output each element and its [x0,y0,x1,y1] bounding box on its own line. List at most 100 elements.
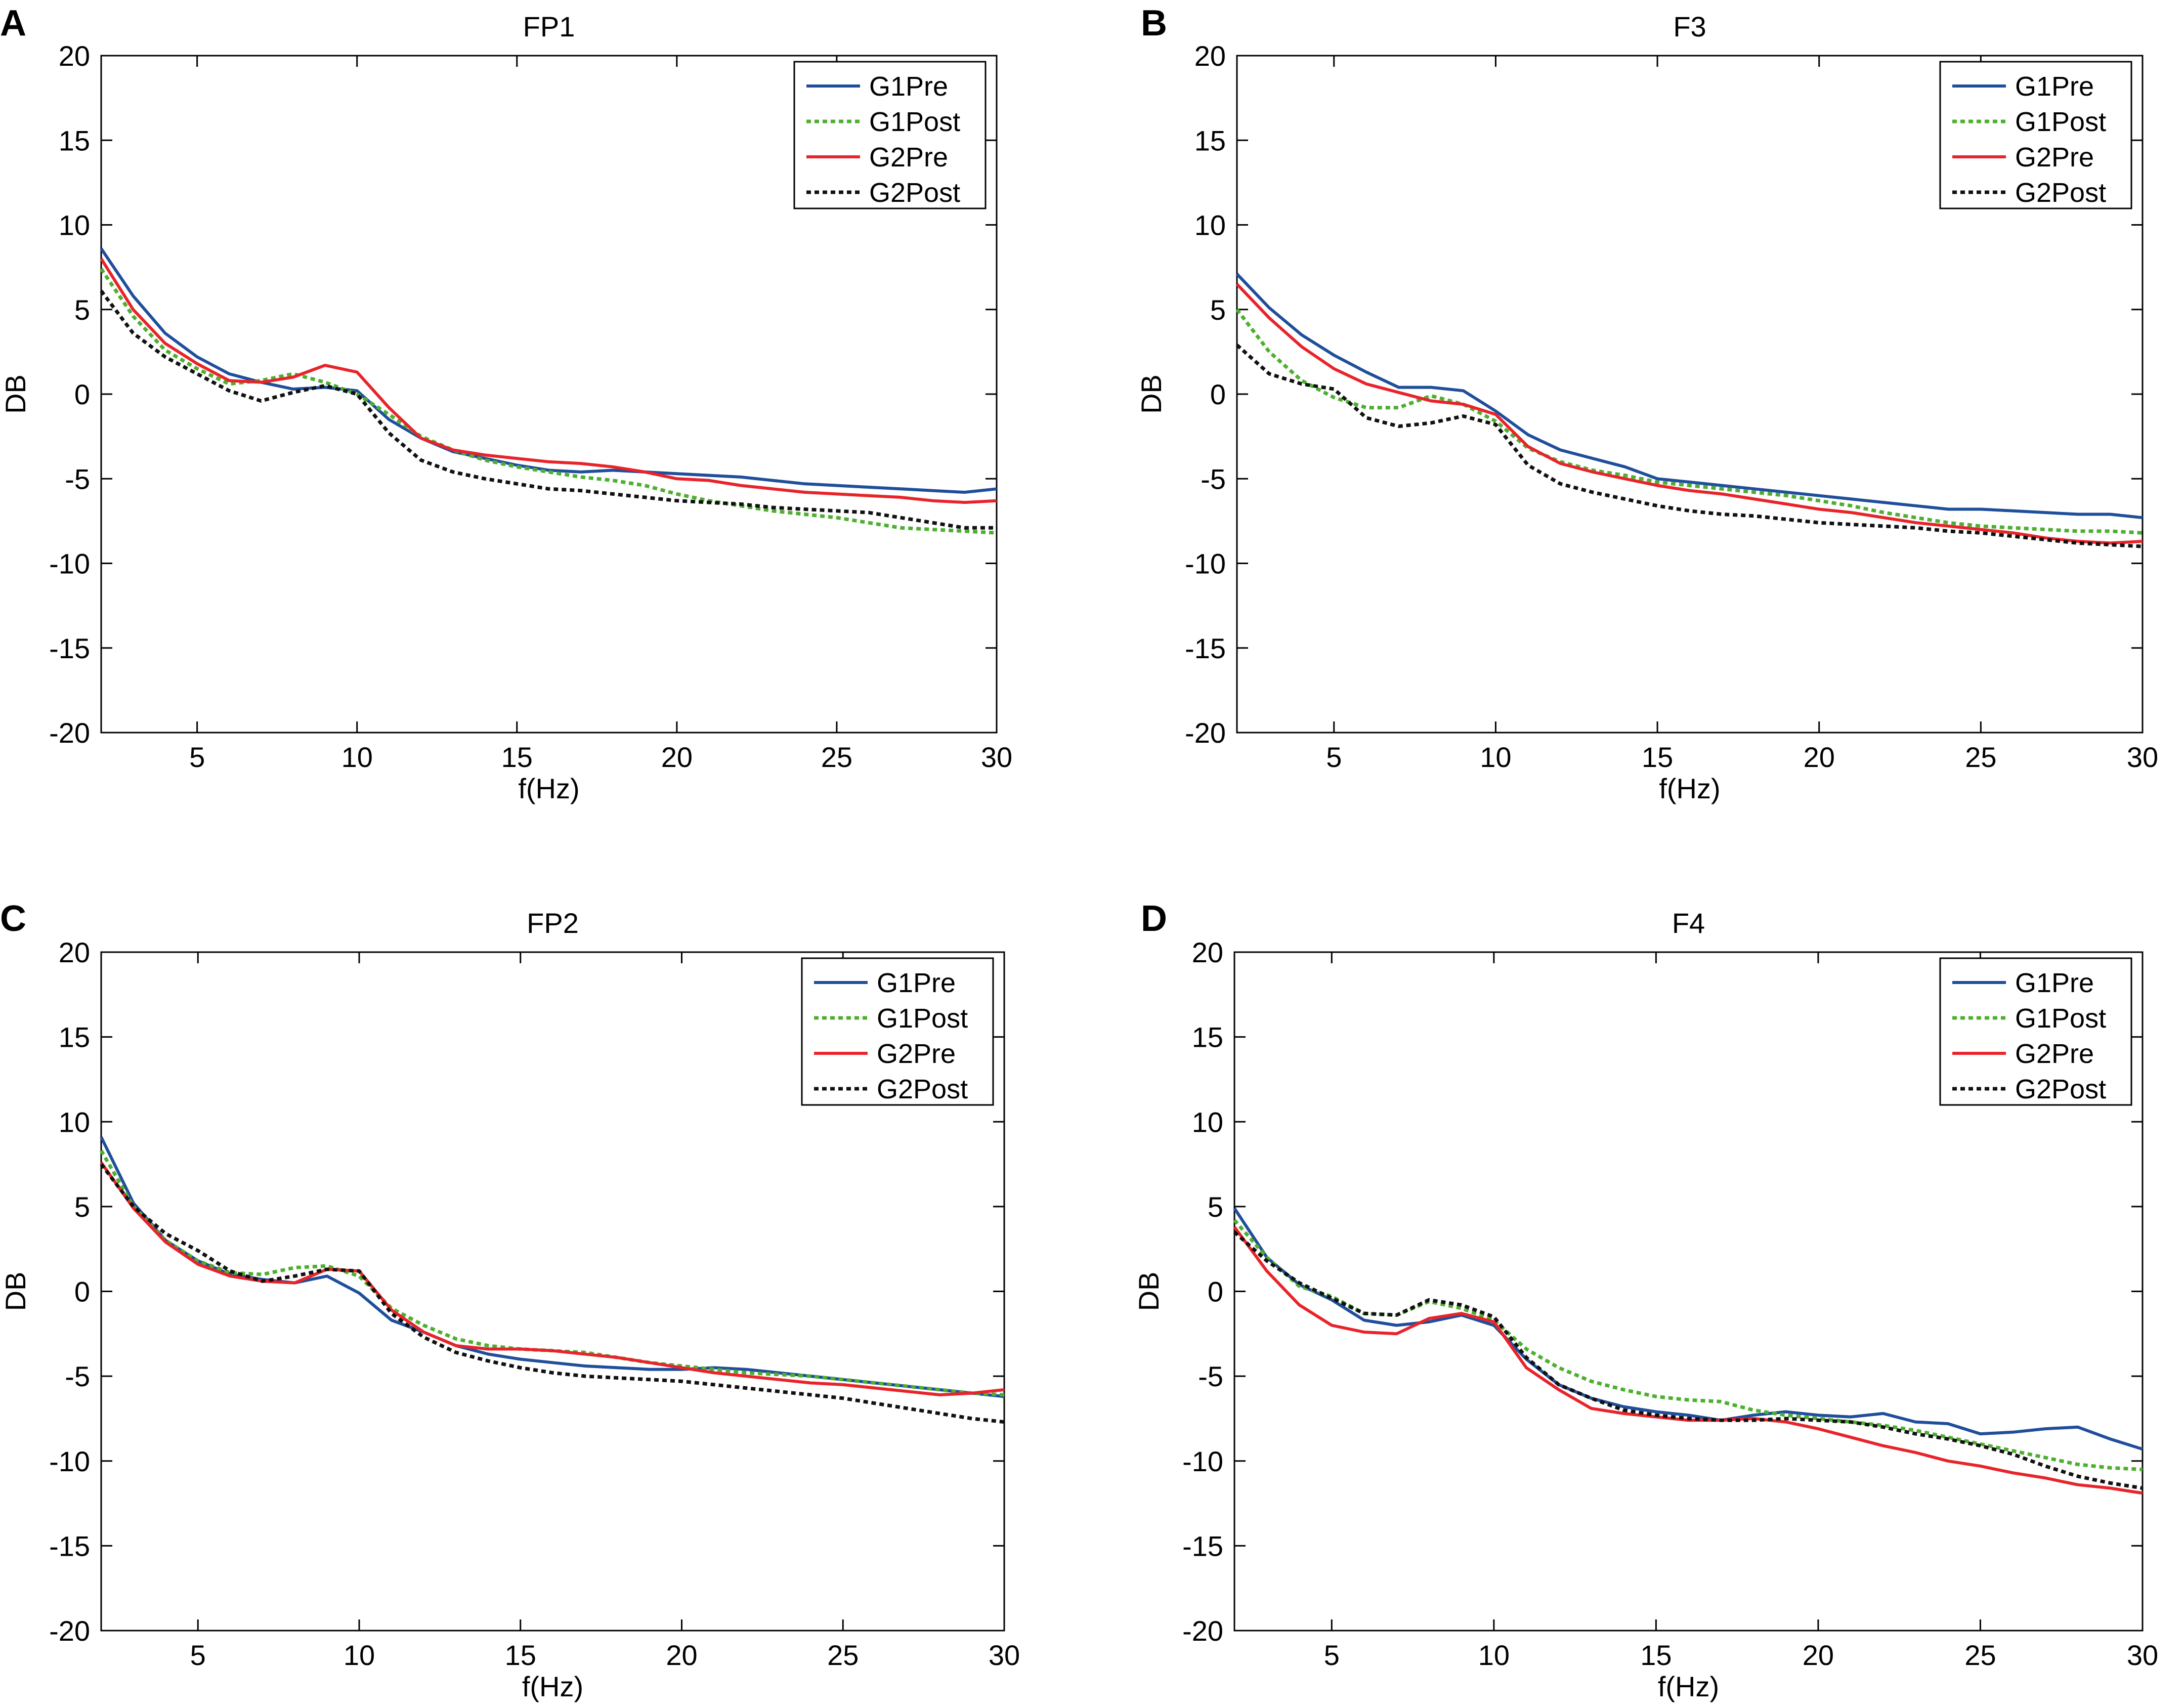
chart-panel-a: A FP1 -20 -15 -10 -5 0 5 10 15 20 5 10 15 20 25 30 f(Hz) D… [0,3,1012,804]
x-tick-label: 20 [661,741,693,773]
y-tick-label: 10 [1194,209,1226,241]
x-tick-label: 5 [1324,1639,1340,1671]
x-tick-label: 15 [1640,1639,1672,1671]
x-tick-label: 20 [1803,1639,1834,1671]
y-tick-label: 15 [1194,124,1226,156]
y-tick-label: -20 [49,717,90,749]
legend-label-g2post: G2Post [877,1074,968,1104]
y-tick-label: 20 [1192,936,1223,968]
legend-label-g1post: G1Post [877,1003,968,1034]
y-tick-label: 20 [1194,40,1226,72]
legend-label-g2post: G2Post [2015,1074,2106,1104]
x-axis-label: f(Hz) [1659,773,1720,804]
y-tick-label: 0 [74,1276,90,1308]
chart-panel-d: D F4 -20 -15 -10 -5 0 5 10 15 20 5 10 15 20 25 30 f(Hz) DB… [1133,899,2158,1702]
legend-label-g1pre: G1Pre [869,71,948,102]
panel-letter: A [0,3,26,44]
y-tick-label: -10 [1182,1445,1223,1477]
legend-label-g1pre: G1Pre [2015,968,2094,998]
y-tick-label: -5 [1201,463,1226,495]
x-tick-label: 25 [1965,741,1996,773]
x-tick-label: 30 [981,741,1012,773]
legend-label-g1pre: G1Pre [877,968,956,998]
series-line-g2post [1235,344,2143,548]
y-tick-label: -10 [1185,548,1226,580]
panel-letter: B [1141,3,1167,44]
x-axis-label: f(Hz) [518,773,579,804]
y-tick-label: 0 [1208,1276,1223,1308]
x-tick-label: 30 [2127,741,2158,773]
series-line-g2post [100,1163,1005,1424]
legend: G1Pre G1Post G2Pre G2Post [801,957,994,1106]
y-tick-label: -10 [49,548,90,580]
y-tick-label: 10 [59,1106,90,1138]
series-line-g1pre [1235,273,2143,520]
legend-label-g1post: G1Post [869,107,960,137]
series-line-g1post [1235,308,2143,535]
legend-label-g2pre: G2Pre [2015,1039,2094,1069]
y-tick-label: -5 [65,463,90,495]
y-tick-label: 5 [74,294,90,326]
y-tick-label: -15 [49,1530,90,1562]
legend: G1Pre G1Post G2Pre G2Post [793,61,987,209]
y-axis-label: DB [0,1272,31,1311]
y-tick-label: 15 [1192,1021,1223,1053]
series-line-g2post [100,289,997,530]
y-tick-label: 15 [59,124,90,156]
x-tick-label: 10 [341,741,373,773]
legend-label-g1pre: G1Pre [2015,71,2094,102]
x-tick-label: 25 [1964,1639,1996,1671]
series-line-g2post [1233,1230,2143,1490]
y-tick-label: 20 [59,936,90,968]
chart-title: F4 [1672,907,1705,939]
panel-letter: C [0,899,26,939]
legend-label-g2post: G2Post [869,178,960,208]
legend: G1Pre G1Post G2Pre G2Post [1939,61,2132,209]
x-tick-label: 15 [505,1639,536,1671]
y-tick-label: 10 [59,209,90,241]
chart-title: FP2 [527,907,579,939]
y-axis-label: DB [0,374,31,414]
series-line-g1post [1233,1219,2143,1471]
series-line-g1pre [100,247,997,494]
x-tick-label: 5 [190,1639,206,1671]
series-line-g2pre [1235,283,2143,545]
legend-label-g2pre: G2Pre [869,142,948,173]
legend: G1Pre G1Post G2Pre G2Post [1939,957,2132,1106]
y-axis-label: DB [1133,1272,1165,1311]
x-tick-label: 30 [2127,1639,2158,1671]
legend-label-g1post: G1Post [2015,107,2106,137]
legend-label-g1post: G1Post [2015,1003,2106,1034]
x-tick-label: 30 [989,1639,1020,1671]
y-tick-label: -5 [65,1360,90,1392]
y-tick-label: -5 [1198,1360,1223,1392]
y-tick-label: -20 [1182,1615,1223,1647]
y-axis-label: DB [1135,374,1167,414]
y-tick-label: -10 [49,1445,90,1477]
y-tick-label: -15 [1182,1530,1223,1562]
panel-letter: D [1141,899,1167,939]
legend-label-g2pre: G2Pre [2015,142,2094,173]
y-tick-label: 15 [59,1021,90,1053]
y-tick-label: -20 [1185,717,1226,749]
x-tick-label: 10 [1480,741,1511,773]
x-axis-label: f(Hz) [522,1671,583,1702]
x-tick-label: 5 [189,741,205,773]
chart-title: F3 [1673,11,1706,42]
series-line-g2pre [100,258,997,504]
chart-panel-c: C FP2 -20 -15 -10 -5 0 5 10 15 20 5 10 15 20 25 30 f(Hz) D… [0,899,1020,1702]
y-tick-label: -15 [49,632,90,664]
x-tick-label: 10 [1478,1639,1510,1671]
x-tick-label: 15 [1642,741,1673,773]
y-tick-label: 5 [74,1191,90,1223]
y-tick-label: 20 [59,40,90,72]
series-line-g1pre [1233,1207,2143,1451]
x-tick-label: 20 [1804,741,1835,773]
series-line-g1pre [100,1136,1005,1398]
y-tick-label: -20 [49,1615,90,1647]
x-tick-label: 25 [821,741,852,773]
y-tick-label: 5 [1210,294,1226,326]
x-tick-label: 10 [344,1639,375,1671]
y-tick-label: 0 [1210,378,1226,410]
